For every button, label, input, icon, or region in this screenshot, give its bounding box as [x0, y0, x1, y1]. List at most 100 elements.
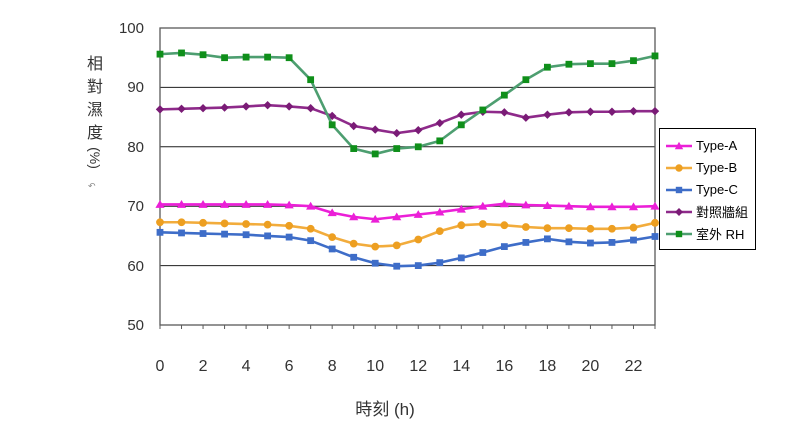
- data-point-marker: [543, 224, 552, 233]
- y-axis-title-char: 對: [87, 79, 104, 96]
- data-point-marker: [306, 201, 316, 210]
- data-point-marker: [435, 118, 444, 128]
- triangle-marker-icon: [674, 141, 684, 150]
- y-tick-label: 100: [118, 20, 144, 37]
- data-point-marker: [307, 76, 315, 84]
- data-point-marker: [499, 199, 509, 208]
- data-point-marker: [457, 121, 465, 129]
- legend-swatch-graphic: [666, 186, 692, 194]
- data-point-marker: [306, 224, 315, 233]
- data-point-marker: [284, 102, 294, 111]
- data-point-marker: [628, 202, 639, 211]
- y-axis-title-char: 相: [87, 56, 104, 73]
- legend-swatch-graphic: [666, 230, 692, 238]
- data-point-marker: [198, 200, 208, 208]
- data-point-marker: [630, 236, 637, 244]
- data-point-marker: [565, 238, 573, 246]
- data-point-marker: [650, 106, 660, 116]
- data-point-marker: [414, 262, 422, 269]
- legend: Type-A Type-B Type-C 對照牆組 室外 RH: [659, 128, 756, 250]
- data-point-marker: [650, 201, 660, 210]
- data-point-marker: [564, 108, 574, 117]
- plot-border: [159, 27, 656, 326]
- x-tick-label: 10: [366, 358, 385, 375]
- data-point-marker: [500, 243, 508, 250]
- data-point-marker: [199, 230, 207, 237]
- data-point-marker: [307, 237, 315, 245]
- data-point-marker: [478, 201, 488, 210]
- data-point-marker: [414, 143, 422, 151]
- data-point-marker: [176, 200, 187, 208]
- square-marker-icon: [675, 230, 683, 238]
- data-point-marker: [285, 233, 293, 241]
- data-point-marker: [177, 104, 186, 113]
- data-point-marker: [521, 223, 530, 231]
- data-point-marker: [393, 145, 401, 152]
- x-tick-label: 12: [409, 358, 428, 375]
- data-point-marker: [156, 50, 164, 58]
- data-point-marker: [522, 76, 530, 84]
- legend-swatch-type-a: [666, 139, 692, 151]
- data-point-marker: [328, 233, 337, 241]
- x-tick-label: 18: [538, 358, 557, 375]
- data-point-marker: [414, 235, 423, 244]
- data-point-marker: [500, 108, 509, 117]
- data-point-marker: [543, 63, 551, 71]
- x-tick-label: 16: [495, 358, 514, 375]
- data-point-marker: [392, 128, 401, 138]
- y-axis-unit: (%): [87, 147, 103, 169]
- data-point-marker: [156, 228, 164, 236]
- data-point-marker: [349, 239, 358, 248]
- y-axis-title-char: 度: [87, 125, 104, 142]
- data-point-marker: [221, 54, 228, 62]
- data-point-marker: [608, 224, 616, 233]
- data-point-marker: [586, 224, 595, 233]
- data-point-marker: [371, 259, 379, 267]
- series-line-室外 RH: [159, 51, 656, 156]
- data-point-marker: [587, 60, 594, 68]
- data-point-marker: [457, 110, 466, 119]
- series-line-對照牆組: [159, 103, 655, 135]
- data-point-marker: [241, 102, 251, 111]
- data-point-marker: [392, 212, 402, 221]
- data-point-marker: [220, 219, 229, 228]
- data-point-marker: [155, 105, 165, 114]
- data-point-marker: [521, 113, 531, 122]
- data-point-marker: [370, 214, 380, 223]
- data-point-marker: [350, 253, 358, 261]
- x-tick-label: 0: [155, 358, 165, 375]
- x-tick-label: 20: [581, 358, 600, 375]
- data-point-marker: [393, 262, 401, 270]
- data-point-marker: [607, 107, 617, 116]
- data-point-marker: [479, 249, 487, 256]
- data-point-marker: [565, 60, 573, 68]
- data-point-marker: [436, 259, 444, 267]
- data-point-marker: [156, 218, 164, 227]
- data-point-marker: [349, 212, 359, 221]
- data-point-marker: [587, 239, 594, 247]
- x-tick-label: 2: [198, 358, 208, 375]
- legend-swatch-outdoor-rh: [666, 227, 692, 239]
- x-tick-label: 6: [284, 358, 294, 375]
- data-point-marker: [500, 221, 509, 230]
- data-point-marker: [284, 200, 294, 209]
- legend-label-outdoor-rh: 室外 RH: [696, 226, 745, 242]
- data-point-marker: [242, 53, 250, 61]
- data-point-marker: [436, 137, 444, 145]
- data-point-marker: [285, 221, 294, 230]
- data-point-marker: [414, 125, 423, 135]
- x-tick-label: 14: [452, 358, 471, 375]
- data-point-marker: [264, 232, 272, 240]
- legend-label-control-wall-group: 對照牆組: [696, 204, 749, 220]
- data-point-marker: [608, 60, 616, 68]
- data-point-marker: [564, 201, 574, 210]
- data-point-marker: [199, 218, 207, 227]
- data-point-marker: [629, 223, 638, 232]
- data-point-marker: [241, 200, 251, 208]
- data-point-marker: [456, 204, 466, 213]
- x-axis-title: 時刻 (h): [355, 400, 415, 419]
- data-point-marker: [629, 106, 638, 116]
- data-point-marker: [242, 231, 250, 239]
- data-point-marker: [542, 201, 552, 210]
- data-point-marker: [522, 239, 530, 246]
